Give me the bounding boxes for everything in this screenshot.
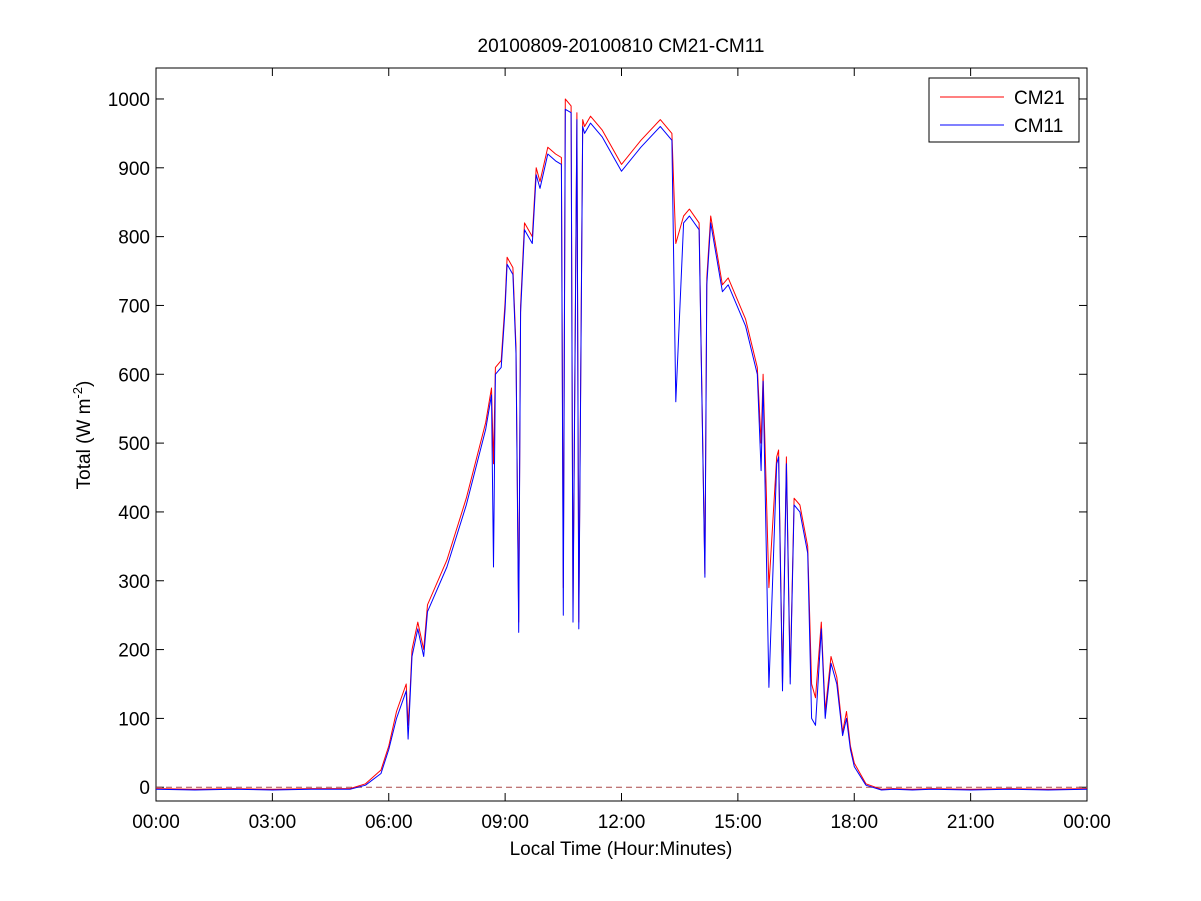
y-axis-label-main: Total (W m [74, 399, 95, 490]
y-axis-label-close: ) [74, 381, 95, 387]
x-tick-label: 12:00 [598, 812, 646, 833]
y-tick-label: 400 [118, 503, 150, 524]
legend-label-cm21: CM21 [1014, 88, 1065, 109]
y-tick-label: 600 [118, 365, 150, 386]
legend: CM21 CM11 [928, 77, 1080, 143]
y-tick-label: 300 [118, 572, 150, 593]
x-axis-label: Local Time (Hour:Minutes) [510, 839, 733, 860]
x-tick-label: 00:00 [132, 812, 180, 833]
axis-ticks: 00:00 03:00 06:00 09:00 12:00 15:00 18:00 21:00… [108, 68, 1111, 833]
y-tick-label: 500 [118, 434, 150, 455]
y-tick-label: 900 [118, 159, 150, 180]
x-tick-label: 06:00 [365, 812, 413, 833]
x-tick-label: 15:00 [714, 812, 762, 833]
legend-label-cm11: CM11 [1014, 116, 1063, 137]
y-axis-label: Total (W m-2) [70, 381, 95, 490]
series-line-cm11 [155, 108, 1088, 791]
legend-box [928, 77, 1080, 143]
x-tick-label: 09:00 [481, 812, 529, 833]
plot-area [155, 67, 1088, 802]
y-tick-label: 100 [118, 709, 150, 730]
series-layer [155, 98, 1088, 791]
x-tick-label: 21:00 [947, 812, 995, 833]
y-tick-label: 1000 [108, 90, 150, 111]
y-tick-label: 700 [118, 296, 150, 317]
x-tick-label: 18:00 [830, 812, 878, 833]
y-axis-label-sup: -2 [70, 387, 85, 399]
x-tick-label: 00:00 [1063, 812, 1111, 833]
x-tick-label: 03:00 [249, 812, 297, 833]
y-tick-label: 0 [139, 778, 150, 799]
chart-title: 20100809-20100810 CM21-CM11 [478, 36, 765, 57]
y-tick-label: 200 [118, 641, 150, 662]
y-tick-label: 800 [118, 228, 150, 249]
